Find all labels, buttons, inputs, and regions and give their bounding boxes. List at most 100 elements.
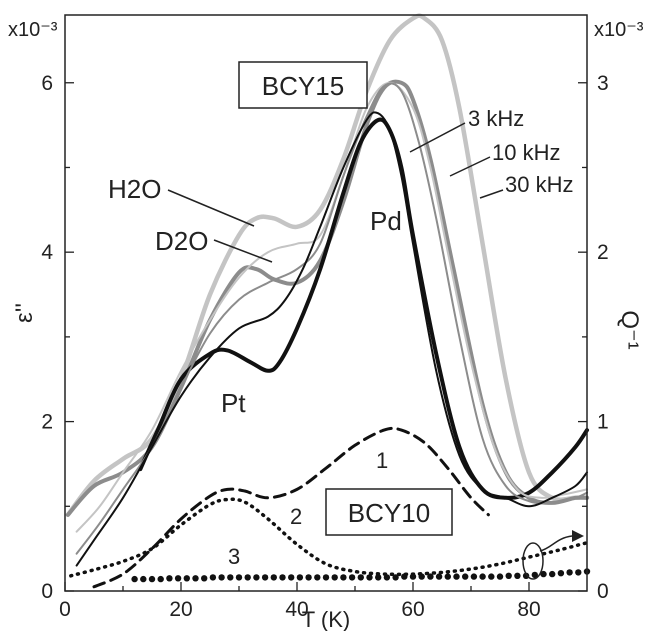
series-3-point bbox=[575, 569, 582, 576]
x-tick-label: 0 bbox=[59, 598, 71, 621]
series-3-point bbox=[348, 574, 356, 581]
series-3-point bbox=[488, 573, 495, 580]
peak-t-label: Pt bbox=[221, 388, 246, 418]
bcy15-label: BCY15 bbox=[262, 71, 344, 101]
series-3-point bbox=[305, 574, 312, 581]
peak-d-label: Pd bbox=[370, 206, 402, 236]
d2o-leader bbox=[213, 239, 273, 263]
x-tick-label: 40 bbox=[285, 598, 308, 621]
series-line-8 bbox=[69, 497, 589, 578]
series-3-point bbox=[288, 574, 295, 581]
series-3-point bbox=[435, 573, 443, 580]
series-line-4 bbox=[75, 81, 588, 533]
y-right-multiplier: x10⁻³ bbox=[594, 19, 644, 41]
series-3-point bbox=[392, 574, 399, 581]
series-3-point bbox=[514, 572, 521, 579]
series-3-point bbox=[209, 574, 217, 581]
series-3-point bbox=[218, 574, 225, 581]
series-3-point bbox=[261, 574, 269, 581]
series-3-point bbox=[166, 575, 173, 582]
series-3-point bbox=[253, 574, 260, 581]
marks-layer bbox=[131, 568, 591, 583]
series-3-point bbox=[427, 573, 434, 580]
y-right-tick-label: 3 bbox=[597, 72, 609, 95]
y-left-axis-title: ε'' bbox=[11, 303, 38, 323]
series-3-point bbox=[453, 573, 460, 580]
series-3-point bbox=[540, 570, 547, 578]
y-right-tick-label: 0 bbox=[597, 580, 609, 603]
series-3-point bbox=[557, 570, 565, 577]
freq-leader-30khz bbox=[479, 189, 504, 199]
series-3-point bbox=[383, 574, 391, 581]
x-tick-label: 60 bbox=[401, 598, 424, 621]
h2o-leader bbox=[167, 189, 255, 227]
series-line-5 bbox=[75, 82, 588, 555]
series-3-point bbox=[314, 574, 321, 581]
series-3-point bbox=[235, 574, 243, 581]
d2o-label: D2O bbox=[155, 226, 208, 256]
freq-label-30khz: 30 kHz bbox=[505, 172, 573, 197]
y-right-tick-label: 1 bbox=[597, 411, 609, 434]
series-3-point bbox=[366, 574, 373, 581]
series-3-point bbox=[183, 575, 190, 582]
y-left-tick-label: 4 bbox=[41, 241, 53, 264]
series-3-point bbox=[409, 573, 417, 580]
series-3-point bbox=[479, 573, 486, 580]
series-3-point bbox=[496, 573, 504, 580]
series-3-point bbox=[340, 574, 347, 581]
axis-marker-ellipse bbox=[522, 542, 544, 580]
curve-1-label: 1 bbox=[376, 448, 388, 473]
series-3-point bbox=[531, 571, 538, 579]
x-tick-label: 20 bbox=[169, 598, 192, 621]
freq-label-10khz: 10 kHz bbox=[492, 140, 560, 165]
series-3-point bbox=[192, 575, 199, 582]
plot-frame bbox=[64, 14, 588, 592]
curve-2-label: 2 bbox=[290, 504, 302, 529]
bcy10-label: BCY10 bbox=[348, 498, 430, 528]
bcy10-box bbox=[325, 488, 453, 536]
series-line-6 bbox=[75, 111, 588, 567]
y-right-axis-title: Q⁻¹ bbox=[616, 310, 643, 349]
series-3-point bbox=[140, 575, 147, 583]
y-left-tick-label: 6 bbox=[41, 72, 53, 95]
series-3-point bbox=[244, 574, 251, 581]
series-3-point bbox=[174, 575, 182, 582]
series-3-point bbox=[227, 574, 234, 581]
series-3-point bbox=[357, 574, 364, 581]
y-left-multiplier: x10⁻³ bbox=[8, 19, 58, 41]
series-3-point bbox=[148, 575, 156, 583]
y-left-tick-label: 2 bbox=[41, 411, 53, 434]
freq-leader-3khz bbox=[409, 122, 466, 153]
series-3-dots bbox=[131, 568, 591, 583]
y-right-tick-label: 2 bbox=[597, 241, 609, 264]
series-3-point bbox=[549, 570, 556, 578]
bcy15-box bbox=[238, 61, 368, 109]
freq-label-3khz: 3 kHz bbox=[468, 106, 524, 131]
series-3-point bbox=[296, 574, 304, 581]
series-3-point bbox=[401, 573, 408, 580]
y-left-tick-label: 0 bbox=[41, 580, 53, 603]
series-3-point bbox=[331, 574, 338, 581]
freq-leader-10khz bbox=[449, 156, 491, 177]
series-3-point bbox=[270, 574, 277, 581]
series-line-7 bbox=[92, 426, 490, 589]
arrowhead-icon bbox=[572, 530, 584, 542]
series-3-point bbox=[505, 572, 512, 579]
x-axis-title: T (K) bbox=[302, 607, 350, 631]
x-tick-label: 80 bbox=[517, 598, 540, 621]
axis-marker-arrow bbox=[539, 535, 573, 552]
series-3-point bbox=[279, 574, 286, 581]
series-3-point bbox=[418, 573, 425, 580]
series-3-point bbox=[470, 573, 478, 580]
series-3-point bbox=[566, 569, 573, 576]
series-3-point bbox=[322, 574, 330, 581]
curve-3-label: 3 bbox=[228, 544, 240, 569]
series-3-point bbox=[131, 575, 138, 583]
series-3-point bbox=[375, 574, 382, 581]
series-3-point bbox=[201, 575, 208, 582]
series-3-point bbox=[157, 575, 164, 583]
h2o-label: H2O bbox=[108, 174, 161, 204]
series-3-point bbox=[444, 573, 451, 580]
